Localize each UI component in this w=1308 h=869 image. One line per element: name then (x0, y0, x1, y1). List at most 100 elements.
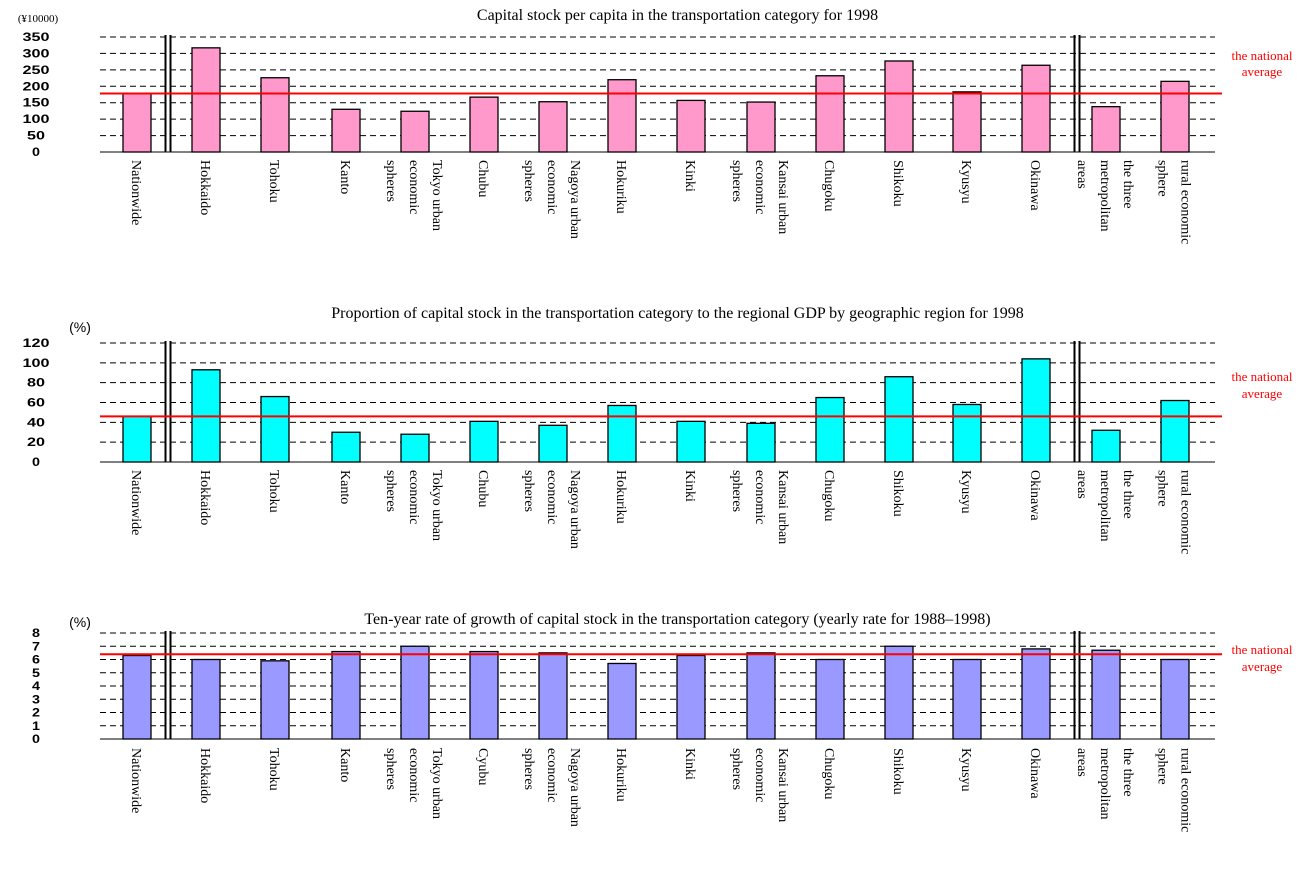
y-tick-label: 300 (23, 46, 50, 60)
category-label: Nagoya urban (567, 470, 582, 549)
bar (400, 433, 430, 463)
bar (1091, 649, 1121, 740)
category-label: economic (406, 160, 421, 214)
national-average-label: the national (1231, 369, 1292, 384)
y-tick-label: 7 (32, 639, 40, 653)
category-label: Okinawa (1027, 470, 1042, 521)
bar (538, 652, 568, 740)
category-label: spheres (383, 470, 398, 512)
y-tick-label: 350 (23, 30, 50, 44)
bar (952, 403, 982, 463)
category-label: Shikoku (890, 470, 905, 517)
bar (676, 420, 706, 463)
category-label: Hokuriku (613, 748, 628, 802)
y-tick-label: 0 (32, 455, 40, 469)
category-label: Kyusyu (958, 748, 973, 792)
bar (331, 108, 361, 153)
bar (815, 658, 845, 740)
bar (260, 395, 290, 463)
y-tick-label: 8 (32, 626, 40, 640)
bar (884, 60, 914, 153)
bar (607, 662, 637, 740)
category-label: Kanto (337, 160, 352, 194)
y-unit-label: (%) (69, 319, 91, 335)
category-label: economic (544, 160, 559, 214)
category-label: economic (752, 470, 767, 524)
bar (815, 396, 845, 463)
bar (746, 652, 776, 740)
category-label: Nagoya urban (567, 160, 582, 239)
bar (260, 660, 290, 740)
category-label: Hokkaido (197, 470, 212, 525)
bar (122, 654, 152, 740)
category-label: Hokuriku (613, 160, 628, 214)
category-label: Tohoku (266, 470, 281, 513)
category-label: metropolitan (1097, 160, 1112, 232)
y-tick-label: 0 (32, 732, 40, 746)
category-label: economic (406, 748, 421, 802)
category-label: Kanto (337, 748, 352, 782)
y-tick-label: 150 (23, 96, 50, 110)
bar (676, 99, 706, 153)
category-label: the three (1120, 470, 1135, 519)
category-label: sphere (1155, 160, 1170, 197)
category-label: spheres (521, 470, 536, 512)
category-label: Kinki (682, 160, 697, 192)
category-label: the three (1120, 748, 1135, 797)
category-label: rural economic (1178, 470, 1193, 554)
category-label: Tokyo urban (429, 470, 444, 541)
y-tick-label: 200 (23, 79, 50, 93)
y-tick-label: 250 (23, 63, 50, 77)
bar (1091, 429, 1121, 463)
category-label: economic (752, 160, 767, 214)
y-tick-label: 40 (27, 415, 45, 429)
y-tick-label: 0 (32, 145, 40, 159)
category-label: Chugoku (821, 470, 836, 521)
category-label: spheres (729, 160, 744, 202)
category-label: Kinki (682, 470, 697, 502)
national-average-label: average (1242, 659, 1283, 674)
category-label: Okinawa (1027, 160, 1042, 211)
bar (469, 420, 499, 463)
y-tick-label: 1 (32, 719, 40, 733)
y-tick-label: 6 (32, 653, 40, 667)
category-label: spheres (383, 160, 398, 202)
category-label: Hokuriku (613, 470, 628, 524)
category-label: economic (752, 748, 767, 802)
chart-3: Ten-year rate of growth of capital stock… (32, 611, 1293, 832)
category-label: metropolitan (1097, 748, 1112, 820)
bar (815, 75, 845, 153)
category-label: Kanto (337, 470, 352, 504)
chart-1: Capital stock per capita in the transpor… (18, 7, 1293, 244)
category-label: Shikoku (890, 748, 905, 795)
bar (331, 431, 361, 463)
category-label: Chugoku (821, 748, 836, 799)
category-label: Nationwide (128, 748, 143, 813)
category-label: metropolitan (1097, 470, 1112, 542)
bar (884, 376, 914, 463)
category-label: Tokyo urban (429, 160, 444, 231)
category-label: Chubu (475, 470, 490, 507)
category-label: spheres (521, 160, 536, 202)
category-label: Chugoku (821, 160, 836, 211)
y-tick-label: 60 (27, 396, 45, 410)
national-average-label: the national (1231, 48, 1292, 63)
y-tick-label: 100 (23, 112, 50, 126)
y-tick-label: 4 (32, 679, 40, 693)
bar (1160, 399, 1190, 463)
category-label: Tohoku (266, 748, 281, 791)
chart-title: Proportion of capital stock in the trans… (331, 305, 1024, 322)
bar (1021, 64, 1051, 153)
category-label: Okinawa (1027, 748, 1042, 799)
y-tick-label: 80 (27, 376, 45, 390)
bar (607, 79, 637, 153)
category-label: areas (1074, 748, 1089, 777)
category-label: sphere (1155, 470, 1170, 507)
bar (122, 415, 152, 463)
category-label: Nationwide (128, 470, 143, 535)
category-label: areas (1074, 470, 1089, 499)
bar (469, 96, 499, 153)
category-label: Hokkaido (197, 160, 212, 215)
bar (952, 91, 982, 153)
